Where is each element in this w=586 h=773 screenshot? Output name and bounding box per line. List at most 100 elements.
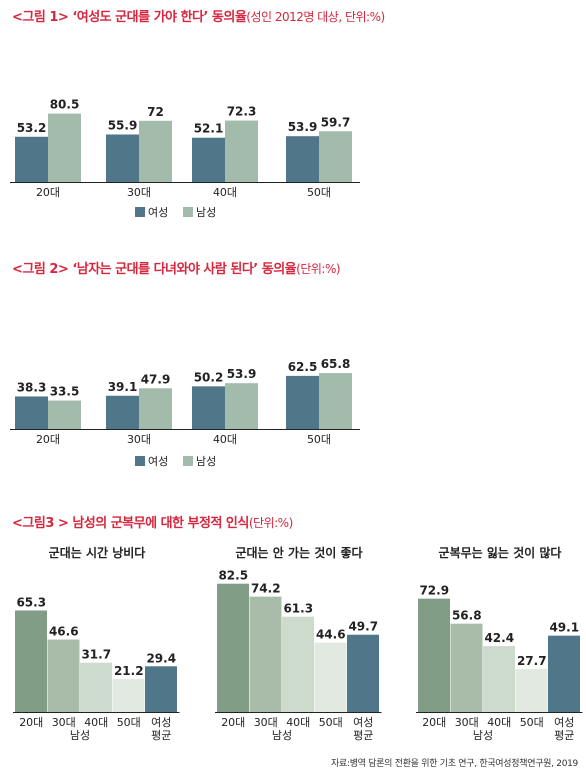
fig3-panel1-bar-4 <box>145 666 177 712</box>
source-note: 자료:병역 담론의 전환을 위한 기초 연구, 한국여성정책연구원, 2019 <box>331 759 578 769</box>
fig3-panel2-category-label: 50대 <box>319 716 343 729</box>
fig1-category-label: 40대 <box>213 186 237 199</box>
fig3-panel2-value-label: 74.2 <box>251 582 281 596</box>
fig1-bar-male-3 <box>319 131 352 182</box>
fig2-value-label: 50.2 <box>194 370 224 384</box>
fig3-panel1-bar-1 <box>47 639 80 712</box>
figure2-subtitle: (단위:%) <box>296 262 341 276</box>
fig2-value-label: 47.9 <box>141 372 171 386</box>
fig2-legend-female-swatch <box>135 456 145 466</box>
fig2-bar-female-2 <box>192 386 225 429</box>
fig3-panel2-bar-1 <box>249 596 282 712</box>
fig3-panel3-title: 군복무는 잃는 것이 많다 <box>439 545 562 560</box>
fig3-panel3-category-label: 여성 <box>554 716 574 729</box>
fig3-panel2-value-label: 61.3 <box>283 602 313 616</box>
fig3-panel2-category-label: 여성 <box>353 716 373 729</box>
fig1-bar-female-2 <box>192 137 225 182</box>
fig3-panel2-value-label: 44.6 <box>316 628 346 642</box>
fig1-category-label: 50대 <box>307 186 331 199</box>
fig2-legend-male-label: 남성 <box>196 455 216 468</box>
fig1-value-label: 53.9 <box>288 120 318 134</box>
fig1-bar-female-1 <box>106 134 139 182</box>
figure3-title-text: 남성의 군복무에 대한 부정적 인식 <box>72 516 249 531</box>
fig3-panel2-bar-3 <box>314 642 347 712</box>
fig3-panel3-category-label: 50대 <box>520 716 544 729</box>
figure3-subtitle: (단위:%) <box>248 516 293 530</box>
fig3-panel2-category-label: 30대 <box>254 716 278 729</box>
figure2-title: <그림 2> ‘남자는 군대를 다녀와야 사람 된다’ 동의율(단위:%) <box>12 258 341 277</box>
fig1-bar-male-1 <box>139 120 172 182</box>
fig2-bar-female-0 <box>15 396 48 429</box>
fig2-value-label: 39.1 <box>108 380 138 394</box>
fig2-bar-male-2 <box>225 383 258 429</box>
fig3-panel3-bar-4 <box>548 635 580 712</box>
fig3-panel3-value-label: 56.8 <box>452 609 482 623</box>
fig2-bar-male-0 <box>48 400 81 429</box>
fig1-value-label: 55.9 <box>108 118 138 132</box>
fig3-panel2-category-label-line2: 평균 <box>353 729 373 742</box>
fig2-legend-female-label: 여성 <box>148 455 168 468</box>
fig3-panel3-value-label: 27.7 <box>517 654 547 668</box>
fig3-panel3-bar-0 <box>418 598 450 712</box>
fig3-panel1-value-label: 29.4 <box>146 651 176 665</box>
fig3-panel3-bar-2 <box>483 646 515 712</box>
fig3-panel1-value-label: 31.7 <box>81 648 111 662</box>
figure1-title: <그림 1> ‘여성도 군대를 가야 한다’ 동의율(성인 2012명 대상, … <box>12 6 385 25</box>
fig3-panel3-bar-1 <box>450 623 483 712</box>
fig1-bar-female-0 <box>15 136 48 182</box>
fig3-panel1-category-label: 40대 <box>84 716 108 729</box>
figure1-title-text: ‘여성도 군대를 가야 한다’ 동의율 <box>72 10 247 25</box>
fig2-category-label: 30대 <box>127 433 151 446</box>
fig2-category-label: 20대 <box>36 433 60 446</box>
fig1-category-label: 20대 <box>36 186 60 199</box>
fig1-value-label: 52.1 <box>194 122 224 136</box>
fig2-bar-male-1 <box>139 388 172 429</box>
fig3-panel2-bar-2 <box>282 616 314 712</box>
fig1-value-label: 53.2 <box>17 121 47 135</box>
fig3-panel2-title: 군대는 안 가는 것이 좋다 <box>235 545 362 560</box>
fig3-panel1-value-label: 21.2 <box>114 664 144 678</box>
fig3-panel2-category-label: 20대 <box>221 716 245 729</box>
fig3-panel1-category-label-line2: 평균 <box>151 729 171 742</box>
fig3-panel3-category-label-line2: 평균 <box>554 729 574 742</box>
figure3-label: <그림3 > <box>12 516 69 531</box>
fig3-panel3-value-label: 49.1 <box>549 621 579 635</box>
fig3-panel1-group-label: 남성 <box>70 729 90 742</box>
fig3-panel1-title: 군대는 시간 낭비다 <box>49 545 146 560</box>
fig3-panel2-bar-4 <box>347 634 379 712</box>
fig3-panel1-bar-0 <box>15 610 47 712</box>
fig3-panel1-bar-2 <box>80 662 112 712</box>
fig2-value-label: 38.3 <box>17 380 47 394</box>
fig2-value-label: 62.5 <box>288 360 318 374</box>
fig3-panel3-value-label: 72.9 <box>419 584 449 598</box>
fig3-panel3-value-label: 42.4 <box>484 631 514 645</box>
fig2-category-label: 40대 <box>213 433 237 446</box>
fig2-value-label: 65.8 <box>321 357 351 371</box>
fig1-legend-female-label: 여성 <box>148 206 168 219</box>
fig2-bar-female-1 <box>106 395 139 429</box>
fig2-value-label: 33.5 <box>50 385 80 399</box>
figure3-title: <그림3 > 남성의 군복무에 대한 부정적 인식(단위:%) <box>12 512 293 531</box>
fig1-bar-female-3 <box>286 136 319 182</box>
fig3-panel3-category-label: 30대 <box>455 716 479 729</box>
fig1-legend-male-swatch <box>183 207 193 217</box>
fig2-legend-male-swatch <box>183 456 193 466</box>
fig2-bar-female-3 <box>286 375 319 429</box>
fig3-panel3-group-label: 남성 <box>473 729 493 742</box>
fig3-panel2-value-label: 82.5 <box>218 569 248 583</box>
fig3-panel3-category-label: 40대 <box>487 716 511 729</box>
fig1-legend-female-swatch <box>135 207 145 217</box>
fig1-bar-male-2 <box>225 120 258 182</box>
figure1-subtitle: (성인 2012명 대상, 단위:%) <box>246 10 385 24</box>
fig3-panel1-value-label: 65.3 <box>16 595 46 609</box>
fig1-value-label: 80.5 <box>50 98 80 112</box>
fig1-value-label: 72.3 <box>227 105 257 119</box>
fig2-category-label: 50대 <box>307 433 331 446</box>
fig3-panel2-value-label: 49.7 <box>348 620 378 634</box>
fig1-bar-male-0 <box>48 113 81 182</box>
fig3-panel1-category-label: 20대 <box>19 716 43 729</box>
fig3-panel2-bar-0 <box>217 583 249 712</box>
figure1-label: <그림 1> <box>12 10 69 25</box>
fig3-panel2-category-label: 40대 <box>286 716 310 729</box>
fig2-value-label: 53.9 <box>227 367 257 381</box>
